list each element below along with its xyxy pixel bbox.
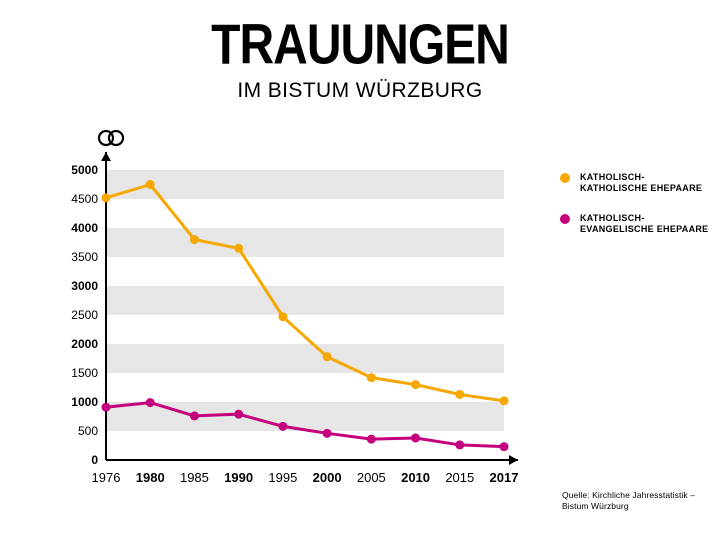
svg-text:2000: 2000 bbox=[313, 470, 342, 485]
svg-text:3500: 3500 bbox=[71, 250, 98, 264]
legend-label: KATHOLISCH-EVANGELISCHE EHEPAARE bbox=[580, 213, 709, 236]
svg-text:1980: 1980 bbox=[136, 470, 165, 485]
svg-text:1500: 1500 bbox=[71, 366, 98, 380]
legend-item-kk: KATHOLISCH-KATHOLISCHE EHEPAARE bbox=[560, 172, 710, 195]
chart-subtitle: IM BISTUM WÜRZBURG bbox=[0, 79, 720, 103]
svg-text:3000: 3000 bbox=[71, 279, 98, 293]
svg-text:0: 0 bbox=[91, 453, 98, 467]
svg-text:1985: 1985 bbox=[180, 470, 209, 485]
svg-text:2010: 2010 bbox=[401, 470, 430, 485]
svg-text:4500: 4500 bbox=[71, 192, 98, 206]
svg-text:1000: 1000 bbox=[71, 395, 98, 409]
svg-text:2000: 2000 bbox=[71, 337, 98, 351]
legend-dot-icon bbox=[560, 173, 570, 183]
svg-text:5000: 5000 bbox=[71, 163, 98, 177]
svg-text:4000: 4000 bbox=[71, 221, 98, 235]
svg-text:2500: 2500 bbox=[71, 308, 98, 322]
svg-text:1976: 1976 bbox=[92, 470, 121, 485]
svg-text:1995: 1995 bbox=[268, 470, 297, 485]
line-chart-svg: 0 500 1000 1500 2000 2500 3000 3500 4000 4500 5000… bbox=[48, 130, 528, 510]
svg-text:500: 500 bbox=[78, 424, 98, 438]
source-text: Quelle: Kirchliche Jahresstatistik –Bist… bbox=[562, 490, 695, 512]
legend: KATHOLISCH-KATHOLISCHE EHEPAARE KATHOLIS… bbox=[560, 172, 710, 253]
legend-label: KATHOLISCH-KATHOLISCHE EHEPAARE bbox=[580, 172, 702, 195]
svg-text:2017: 2017 bbox=[490, 470, 519, 485]
chart-title: TRAUUNGEN bbox=[0, 18, 720, 75]
chart-area: 0 500 1000 1500 2000 2500 3000 3500 4000 4500 5000… bbox=[48, 130, 528, 510]
legend-dot-icon bbox=[560, 214, 570, 224]
svg-text:2005: 2005 bbox=[357, 470, 386, 485]
svg-text:2015: 2015 bbox=[445, 470, 474, 485]
svg-text:1990: 1990 bbox=[224, 470, 253, 485]
legend-item-ke: KATHOLISCH-EVANGELISCHE EHEPAARE bbox=[560, 213, 710, 236]
